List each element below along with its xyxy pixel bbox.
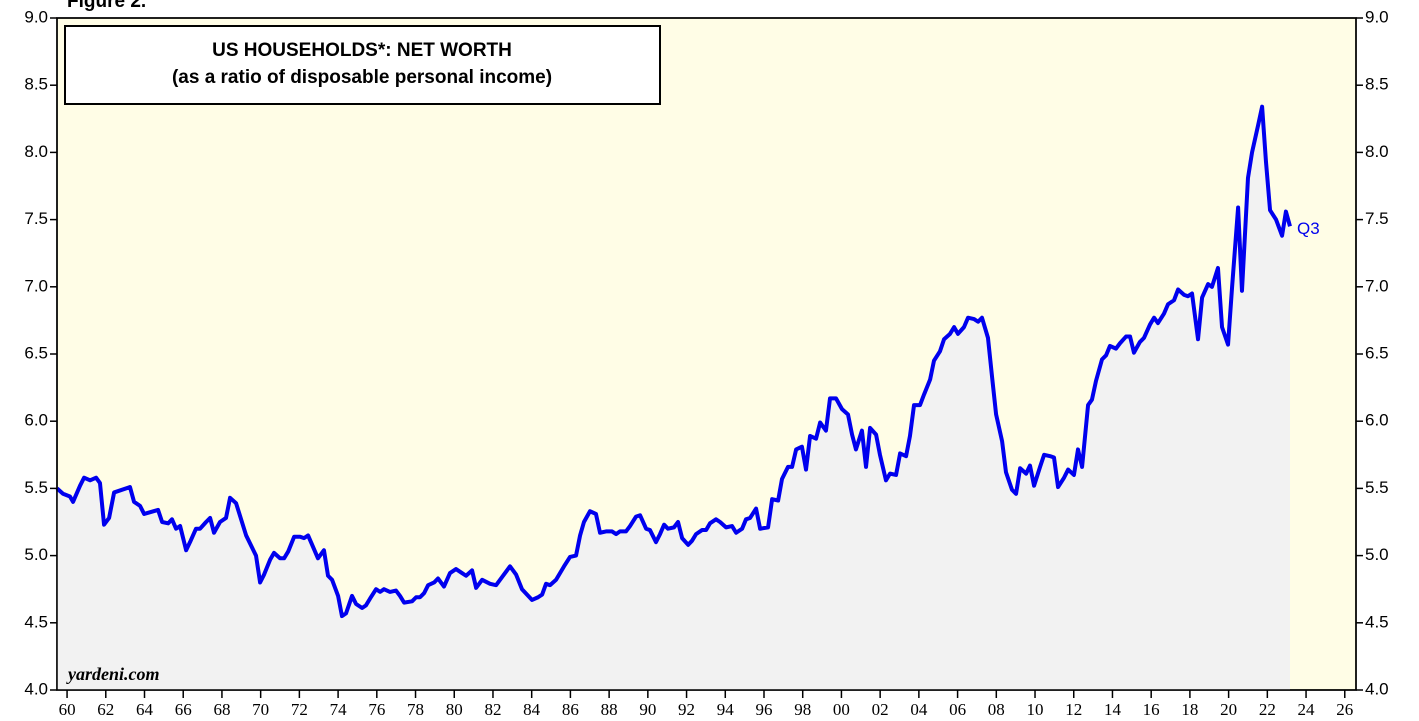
- x-tick-label: 70: [252, 700, 269, 719]
- y2-tick-label: 4.0: [1365, 679, 1389, 698]
- x-tick-label: 72: [291, 700, 308, 719]
- x-tick-label: 26: [1336, 700, 1353, 719]
- chart-title: US HOUSEHOLDS*: NET WORTH: [212, 40, 512, 61]
- source: yardeni.com: [66, 664, 160, 684]
- y2-tick-label: 6.0: [1365, 411, 1389, 430]
- y2-tick-label: 4.5: [1365, 612, 1389, 631]
- annotation: Q3: [1297, 219, 1320, 238]
- x-tick-label: 86: [562, 700, 579, 719]
- x-tick-label: 98: [794, 700, 811, 719]
- x-tick-label: 84: [523, 700, 541, 719]
- x-tick-label: 04: [910, 700, 928, 719]
- x-tick-label: 02: [872, 700, 889, 719]
- y2-tick-label: 5.0: [1365, 545, 1389, 564]
- y2-tick-label: 9.0: [1365, 7, 1389, 26]
- x-tick-label: 06: [949, 700, 966, 719]
- y2-tick-label: 7.5: [1365, 209, 1389, 228]
- x-tick-label: 08: [988, 700, 1005, 719]
- title-box: [64, 25, 661, 105]
- y-tick-label: 8.0: [24, 142, 48, 161]
- chart-subtitle: (as a ratio of disposable personal incom…: [172, 67, 552, 88]
- x-tick-label: 82: [484, 700, 501, 719]
- y2-tick-label: 8.0: [1365, 142, 1389, 161]
- y2-tick-label: 7.0: [1365, 276, 1389, 295]
- x-tick-label: 12: [1065, 700, 1082, 719]
- y2-tick-label: 8.5: [1365, 75, 1389, 94]
- y-tick-label: 9.0: [24, 7, 48, 26]
- x-tick-label: 10: [1027, 700, 1044, 719]
- x-tick-label: 60: [59, 700, 76, 719]
- x-tick-label: 14: [1104, 700, 1122, 719]
- x-tick-label: 74: [330, 700, 348, 719]
- y-tick-label: 5.5: [24, 478, 48, 497]
- y2-tick-label: 5.5: [1365, 478, 1389, 497]
- area: [57, 106, 1290, 690]
- x-tick-label: 94: [717, 700, 735, 719]
- figure-label: Figure 2.: [67, 0, 146, 12]
- x-tick-label: 24: [1298, 700, 1316, 719]
- x-tick-label: 80: [446, 700, 463, 719]
- x-tick-label: 68: [213, 700, 230, 719]
- y-tick-label: 7.5: [24, 209, 48, 228]
- y2-tick-label: 6.5: [1365, 343, 1389, 362]
- y-tick-label: 8.5: [24, 75, 48, 94]
- x-tick-label: 96: [755, 700, 772, 719]
- x-tick-label: 22: [1259, 700, 1276, 719]
- x-tick-label: 62: [97, 700, 114, 719]
- y-tick-label: 5.0: [24, 545, 48, 564]
- x-tick-label: 76: [368, 700, 385, 719]
- y-tick-label: 4.0: [24, 679, 48, 698]
- x-tick-label: 64: [136, 700, 154, 719]
- x-tick-label: 16: [1143, 700, 1160, 719]
- x-tick-label: 90: [639, 700, 656, 719]
- y-tick-label: 6.5: [24, 343, 48, 362]
- y-tick-label: 6.0: [24, 411, 48, 430]
- x-tick-label: 00: [833, 700, 850, 719]
- y-tick-label: 4.5: [24, 612, 48, 631]
- x-tick-label: 66: [175, 700, 192, 719]
- x-tick-label: 78: [407, 700, 424, 719]
- line: [55, 104, 1292, 619]
- x-tick-label: 92: [678, 700, 695, 719]
- x-tick-label: 20: [1220, 700, 1237, 719]
- x-tick-label: 18: [1181, 700, 1198, 719]
- y-tick-label: 7.0: [24, 276, 48, 295]
- x-tick-label: 88: [601, 700, 618, 719]
